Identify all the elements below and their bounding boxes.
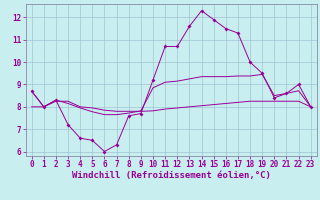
X-axis label: Windchill (Refroidissement éolien,°C): Windchill (Refroidissement éolien,°C)	[72, 171, 271, 180]
